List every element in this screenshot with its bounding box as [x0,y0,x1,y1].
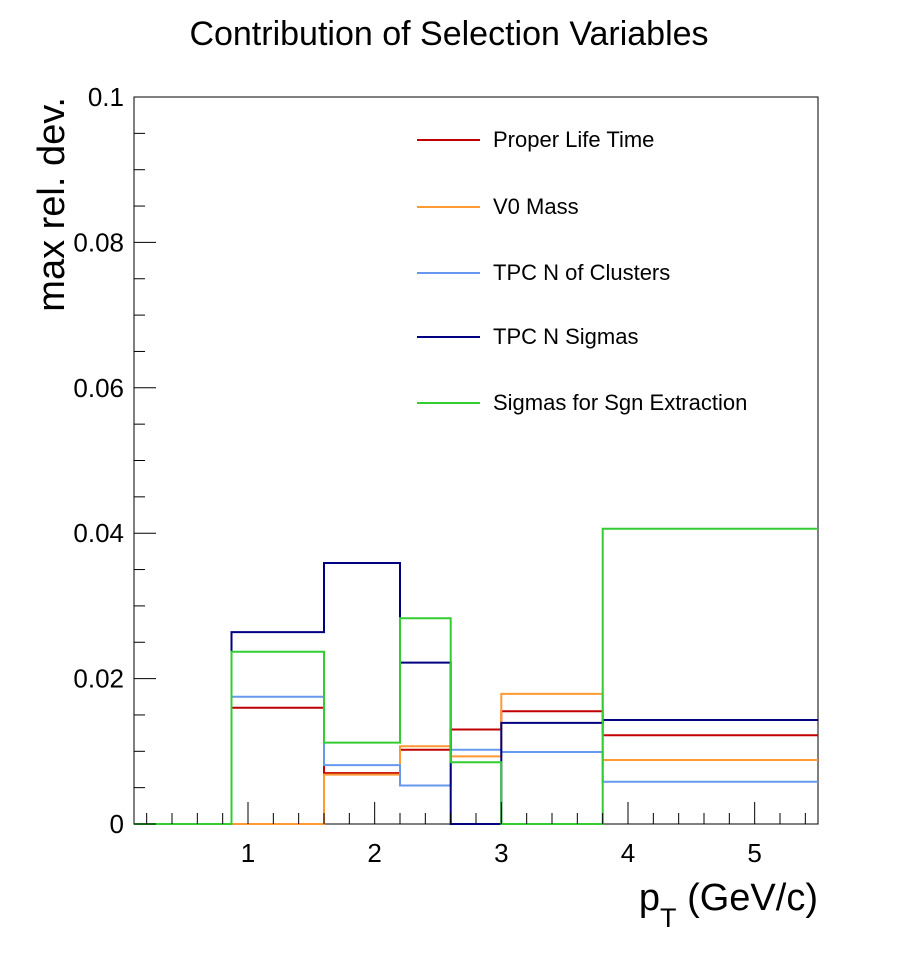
legend: Proper Life Time V0 Mass TPC N of Clusters… [417,127,747,415]
x-axis-title: pT (GeV/c) [639,877,818,933]
plot-series [134,527,818,825]
legend-label-4: TPC N Sigmas [493,324,638,349]
y-tick-label: 0.06 [73,373,124,403]
x-tick-label: 3 [494,838,508,868]
x-tick-label: 4 [621,838,635,868]
y-tick-label: 0.1 [88,82,124,112]
y-axis-title: max rel. dev. [31,97,73,312]
x-tick-label: 2 [367,838,381,868]
series-line-4 [134,562,818,825]
legend-label-2: V0 Mass [493,194,579,219]
x-tick-label: 5 [747,838,761,868]
y-tick-label: 0.02 [73,664,124,694]
legend-label-3: TPC N of Clusters [493,260,670,285]
y-tick-label: 0.04 [73,518,124,548]
y-tick-label: 0 [110,809,124,839]
x-tick-label: 1 [241,838,255,868]
series-line-1 [134,706,818,825]
series-line-2 [134,692,818,825]
x-axis-title-sub: T [660,903,677,933]
series-line-3 [134,695,818,825]
series-line-5 [134,527,818,825]
legend-label-5: Sigmas for Sgn Extraction [493,390,747,415]
x-axis-title-main: p [639,877,660,919]
chart-title: Contribution of Selection Variables [189,15,708,53]
axes: 1 2 3 4 5 0 0.02 0.04 0.06 0.08 0.1 [73,82,806,868]
legend-label-1: Proper Life Time [493,127,654,152]
y-tick-label: 0.08 [73,227,124,257]
x-axis-title-rest: (GeV/c) [677,877,818,919]
